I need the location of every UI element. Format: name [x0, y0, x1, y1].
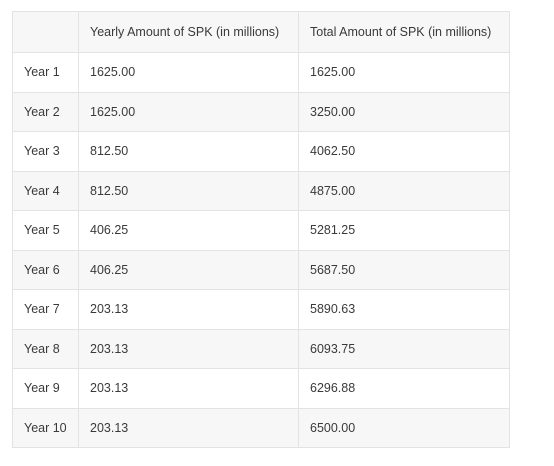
year-cell: Year 10 [12, 407, 79, 448]
year-cell: Year 4 [12, 170, 79, 211]
table-row: Year 1 1625.00 1625.00 [12, 52, 510, 93]
year-cell: Year 8 [12, 328, 79, 369]
table-row: Year 4 812.50 4875.00 [12, 170, 510, 211]
yearly-amount-cell: 203.13 [78, 407, 299, 448]
table-row: Year 2 1625.00 3250.00 [12, 91, 510, 132]
total-amount-cell: 5687.50 [298, 249, 510, 290]
total-amount-cell: 6500.00 [298, 407, 510, 448]
total-amount-cell: 6296.88 [298, 368, 510, 409]
table-row: Year 8 203.13 6093.75 [12, 328, 510, 369]
total-amount-cell: 4062.50 [298, 131, 510, 172]
table-row: Year 9 203.13 6296.88 [12, 368, 510, 409]
table-container: Yearly Amount of SPK (in millions) Total… [12, 11, 510, 448]
total-amount-cell: 3250.00 [298, 91, 510, 132]
total-amount-cell: 6093.75 [298, 328, 510, 369]
yearly-amount-cell: 812.50 [78, 170, 299, 211]
table-row: Year 6 406.25 5687.50 [12, 249, 510, 290]
total-amount-cell: 5890.63 [298, 289, 510, 330]
table-row: Year 5 406.25 5281.25 [12, 210, 510, 251]
header-cell-total-amount: Total Amount of SPK (in millions) [298, 11, 510, 53]
header-row: Yearly Amount of SPK (in millions) Total… [12, 11, 510, 53]
year-cell: Year 7 [12, 289, 79, 330]
year-cell: Year 5 [12, 210, 79, 251]
table-header: Yearly Amount of SPK (in millions) Total… [12, 11, 510, 53]
year-cell: Year 1 [12, 52, 79, 93]
yearly-amount-cell: 406.25 [78, 210, 299, 251]
header-cell-year [12, 11, 79, 53]
spk-amount-table: Yearly Amount of SPK (in millions) Total… [12, 11, 510, 448]
yearly-amount-cell: 1625.00 [78, 91, 299, 132]
total-amount-cell: 1625.00 [298, 52, 510, 93]
yearly-amount-cell: 203.13 [78, 368, 299, 409]
yearly-amount-cell: 1625.00 [78, 52, 299, 93]
year-cell: Year 3 [12, 131, 79, 172]
table-row: Year 3 812.50 4062.50 [12, 131, 510, 172]
header-cell-yearly-amount: Yearly Amount of SPK (in millions) [78, 11, 299, 53]
table-row: Year 10 203.13 6500.00 [12, 407, 510, 448]
year-cell: Year 6 [12, 249, 79, 290]
year-cell: Year 9 [12, 368, 79, 409]
yearly-amount-cell: 812.50 [78, 131, 299, 172]
year-cell: Year 2 [12, 91, 79, 132]
yearly-amount-cell: 406.25 [78, 249, 299, 290]
table-body: Year 1 1625.00 1625.00 Year 2 1625.00 32… [12, 52, 510, 448]
table-row: Year 7 203.13 5890.63 [12, 289, 510, 330]
total-amount-cell: 5281.25 [298, 210, 510, 251]
yearly-amount-cell: 203.13 [78, 289, 299, 330]
yearly-amount-cell: 203.13 [78, 328, 299, 369]
total-amount-cell: 4875.00 [298, 170, 510, 211]
